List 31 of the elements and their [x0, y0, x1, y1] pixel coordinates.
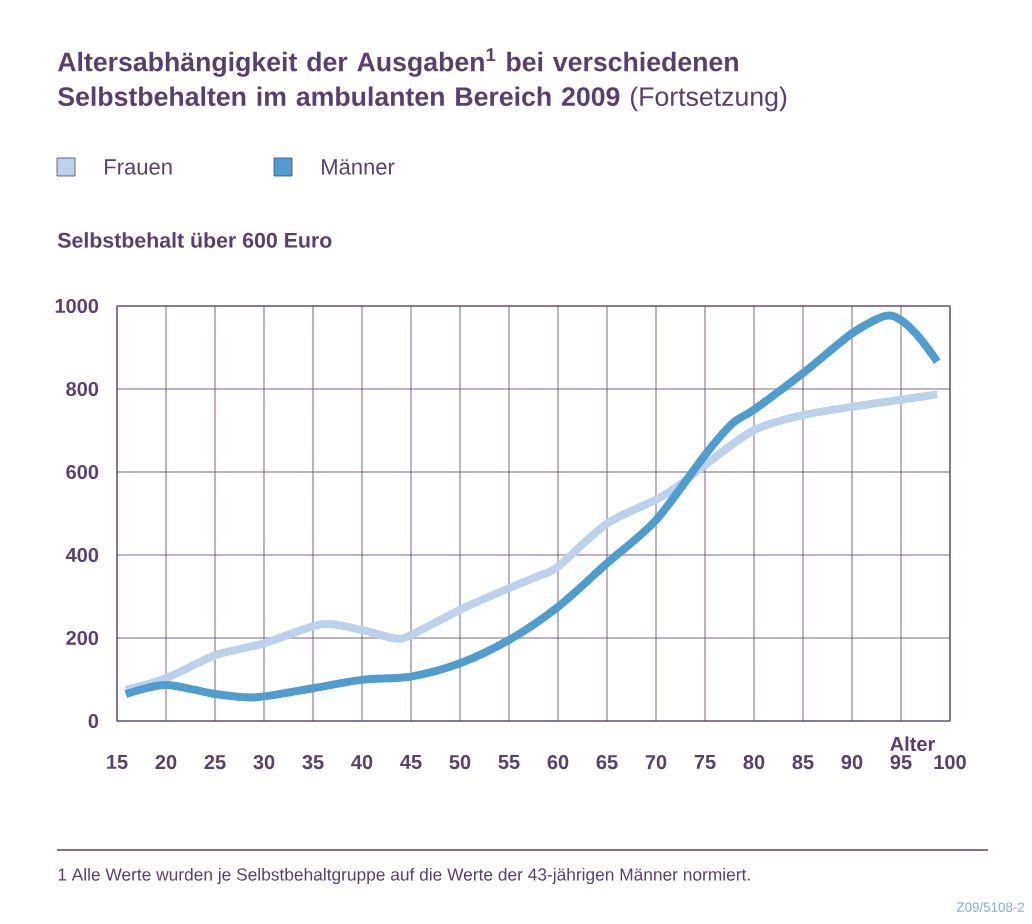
x-tick-label: 100	[934, 755, 966, 770]
y-tick-label: 0	[88, 713, 99, 729]
x-tick-label: 40	[351, 755, 373, 770]
x-tick-label: 50	[449, 755, 471, 770]
x-tick-label: 70	[645, 755, 667, 770]
text: 1 Alle Werte wurden je Selbstbehaltgruppe auf die Werte der 43-jährigen Männer normiert.	[58, 867, 750, 885]
x-tick-label: 20	[155, 755, 177, 770]
x-tick-label: 95	[890, 755, 912, 770]
x-tick-label: 75	[694, 755, 716, 769]
x-tick-label: 30	[253, 755, 275, 770]
x-tick-label: 65	[596, 755, 618, 770]
legend-label: Frauen	[105, 159, 172, 175]
x-tick-label: 45	[400, 755, 422, 769]
y-tick-label: 600	[66, 464, 99, 480]
x-tick-label: 90	[841, 755, 863, 770]
x-tick-label: 25	[204, 755, 226, 770]
x-tick-label: 55	[498, 755, 520, 769]
x-tick-label: 60	[547, 755, 569, 770]
legend-label: Männer	[322, 159, 395, 175]
y-tick-label: 1000	[55, 298, 99, 314]
chart-title: Altersabhängigkeit der Ausgaben$^{1}$ bei verschiedenen Selbstbehalten im ambulanten Bereich 2009 (Fortsetzung)	[57, 48, 787, 112]
text: Z09/5108-2	[956, 902, 1025, 912]
y-tick-label: 800	[66, 381, 99, 397]
x-tick-label: 85	[792, 755, 814, 770]
y-tick-label: 400	[65, 547, 99, 563]
x-tick-label: 35	[302, 755, 324, 770]
y-tick-label: 200	[66, 630, 99, 646]
x-tick-label: 80	[743, 755, 765, 770]
x-tick-label: 15	[107, 755, 128, 769]
chart-subtitle: Selbstbehalt über 600 Euro	[57, 232, 332, 248]
x-axis-title: Alter	[890, 736, 935, 752]
